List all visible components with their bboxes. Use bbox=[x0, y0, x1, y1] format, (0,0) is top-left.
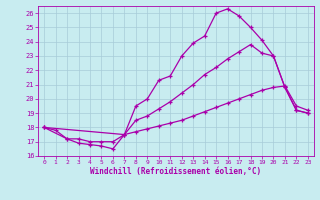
X-axis label: Windchill (Refroidissement éolien,°C): Windchill (Refroidissement éolien,°C) bbox=[91, 167, 261, 176]
